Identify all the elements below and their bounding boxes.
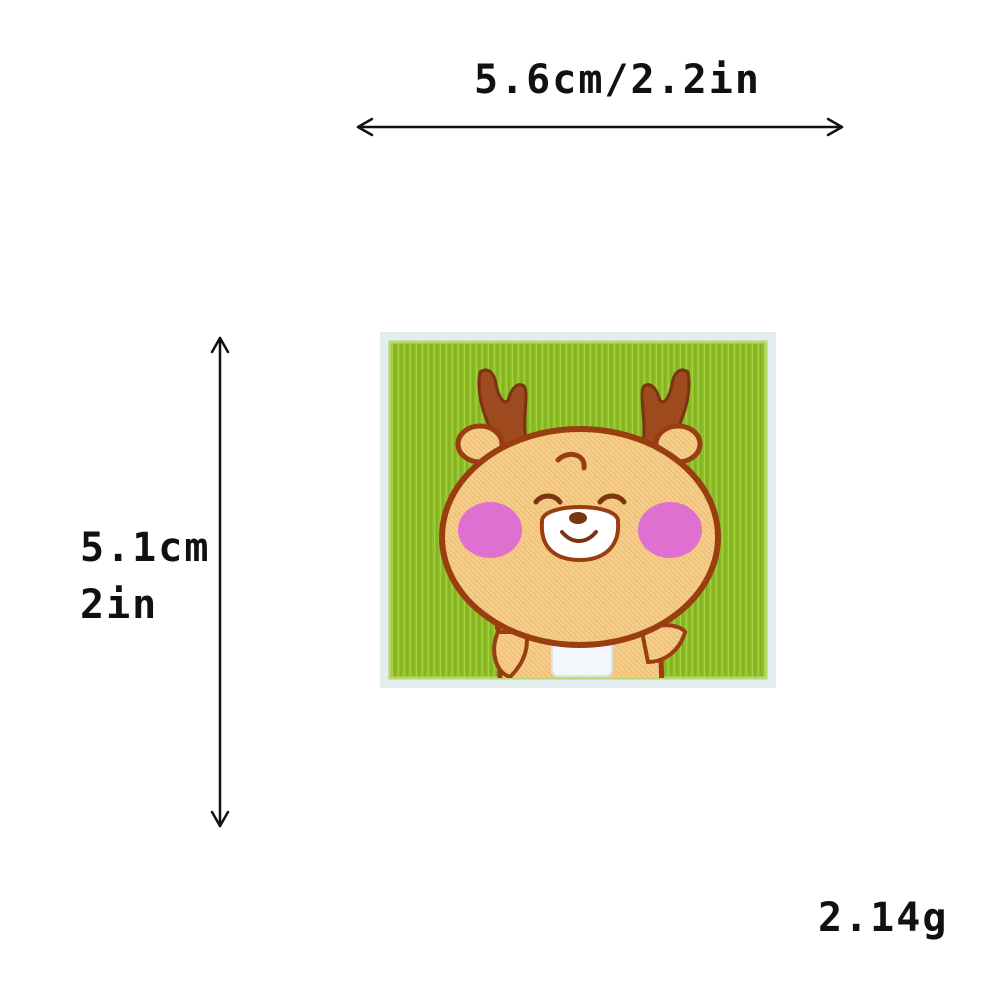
cheek-right [638,502,702,558]
mouth [560,530,598,543]
nose [569,512,587,524]
antler-right [640,368,691,454]
cheek-left [458,502,522,558]
height-label-in: 2in [80,582,159,628]
height-arrow-icon [210,336,230,828]
weight-label: 2.14g [818,895,949,941]
forehead-curl [555,451,587,471]
height-label-cm: 5.1cm [80,525,211,571]
deer-patch-image [380,332,776,688]
width-label: 5.6cm/2.2in [474,57,761,103]
eye-left [533,493,563,505]
width-arrow-icon [356,117,844,137]
eye-right [597,493,627,505]
muzzle [539,505,621,563]
arm-left [492,630,529,678]
